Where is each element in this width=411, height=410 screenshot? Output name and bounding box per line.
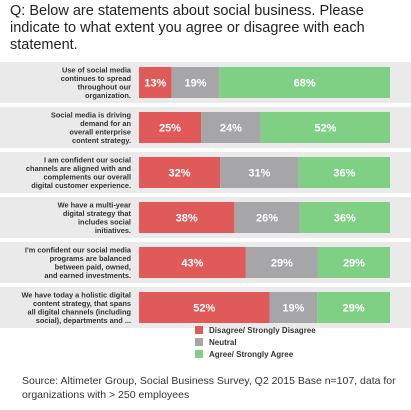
source-note: Source: Altimeter Group, Social Business… <box>22 375 396 401</box>
legend-item-agree: Agree/ Strongly Agree <box>195 348 316 360</box>
category-label: social), departments and ... <box>36 316 131 325</box>
category-label: initiatives. <box>95 226 131 235</box>
category-label: We have today a holistic digital <box>21 290 131 299</box>
legend-label-neutral: Neutral <box>209 337 237 347</box>
category-label: overall enterprise <box>69 128 131 137</box>
bar-segment <box>298 157 390 188</box>
category-label: all digital channels (including <box>28 308 132 317</box>
data-label: 26% <box>256 213 278 225</box>
data-label: 13% <box>144 78 166 90</box>
category-label: continues to spread <box>61 74 132 83</box>
bar-segment <box>139 157 221 188</box>
data-label: 19% <box>184 78 206 90</box>
legend-swatch-agree <box>195 350 203 358</box>
data-label: 38% <box>176 213 198 225</box>
data-label: 19% <box>282 303 304 315</box>
bar-segment <box>139 247 246 278</box>
legend-swatch-disagree <box>195 326 203 334</box>
category-label: organization. <box>85 91 131 100</box>
legend-item-neutral: Neutral <box>195 336 316 348</box>
bar-segment <box>269 292 318 323</box>
data-label: 29% <box>343 303 365 315</box>
category-label: and earned investments. <box>44 271 131 280</box>
data-label: 52% <box>193 303 215 315</box>
chart-legend: Disagree/ Strongly Disagree Neutral Agre… <box>195 324 316 360</box>
data-label: 52% <box>314 123 336 135</box>
data-label: 24% <box>220 123 242 135</box>
category-label: I am confident our social <box>44 155 131 164</box>
bar-segment <box>299 202 390 233</box>
category-label: content strategy, that spans <box>33 299 131 308</box>
category-label: throughout our <box>78 83 131 92</box>
bar-segment <box>139 292 270 323</box>
category-label: complements our overall <box>44 173 131 182</box>
data-label: 32% <box>169 168 191 180</box>
bar-segment <box>260 112 390 143</box>
category-label: We have a multi-year <box>58 200 132 209</box>
category-label: between paid, owned, <box>55 263 131 272</box>
data-label: 68% <box>294 78 316 90</box>
category-label: digital strategy that <box>63 209 132 218</box>
bar-segment <box>317 247 390 278</box>
data-label: 36% <box>334 213 356 225</box>
legend-swatch-neutral <box>195 338 203 346</box>
bar-segment <box>139 112 202 143</box>
bar-segment <box>139 202 235 233</box>
bar-segment <box>220 157 299 188</box>
bar-segment <box>201 112 261 143</box>
category-label: I'm confident our social media <box>25 245 132 254</box>
data-label: 43% <box>181 258 203 270</box>
category-label: channels are aligned with and <box>26 164 132 173</box>
bar-segment <box>139 67 172 98</box>
data-label: 29% <box>343 258 365 270</box>
question-title: Q: Below are statements about social bus… <box>10 3 365 53</box>
bar-segment <box>317 292 390 323</box>
category-label: includes social <box>78 218 131 227</box>
bar-segment <box>219 67 390 98</box>
data-label: 36% <box>333 168 355 180</box>
category-label: Use of social media <box>62 65 132 74</box>
bar-segment <box>245 247 318 278</box>
category-label: programs are balanced <box>50 254 132 263</box>
category-label: Social media is driving <box>51 110 132 119</box>
data-label: 31% <box>248 168 270 180</box>
category-label: demand for an <box>80 119 131 128</box>
legend-label-agree: Agree/ Strongly Agree <box>209 349 294 359</box>
category-label: digital customer experience. <box>31 181 131 190</box>
legend-item-disagree: Disagree/ Strongly Disagree <box>195 324 316 336</box>
category-label: content strategy. <box>72 136 131 145</box>
bar-segment <box>234 202 300 233</box>
data-label: 25% <box>159 123 181 135</box>
data-label: 29% <box>271 258 293 270</box>
legend-label-disagree: Disagree/ Strongly Disagree <box>209 325 316 335</box>
bar-segment <box>171 67 220 98</box>
